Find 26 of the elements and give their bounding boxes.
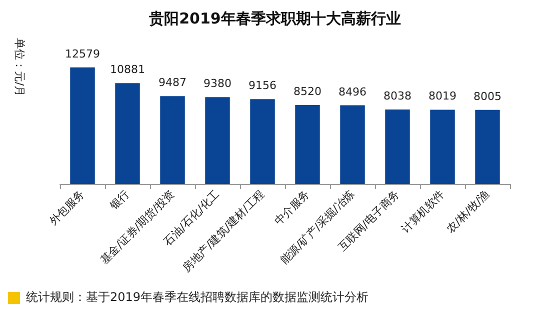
bar — [205, 97, 230, 184]
x-tick-label: 银行 — [106, 187, 132, 213]
text: 统计规则：基于2019年春季在线招聘数据库的数据监测统计分析 — [26, 289, 369, 306]
data-label: 8019 — [428, 90, 456, 103]
data-label: 9380 — [204, 77, 232, 90]
bar — [160, 96, 185, 184]
bar — [115, 83, 140, 184]
data-label: 10881 — [110, 63, 145, 76]
data-label: 8520 — [294, 85, 322, 98]
bar — [295, 105, 320, 184]
x-tick-label: 中介服务 — [272, 187, 312, 228]
data-label: 8038 — [384, 90, 412, 103]
data-label: 9487 — [158, 76, 186, 90]
bar — [430, 110, 455, 184]
data-label: 9156 — [248, 79, 276, 92]
chart-title: 贵阳2019年春季求职期十大高薪行业 — [148, 10, 401, 28]
y-axis-title: 单位：元/月 — [13, 38, 26, 97]
data-label: 12579 — [65, 47, 100, 60]
bar — [475, 110, 500, 184]
data-label: 8496 — [338, 85, 366, 98]
bar — [70, 67, 95, 184]
x-tick-label: 外包服务 — [46, 187, 88, 228]
bar — [250, 99, 275, 184]
data-label: 8005 — [474, 90, 502, 103]
bar — [340, 105, 365, 184]
bar — [385, 110, 410, 184]
